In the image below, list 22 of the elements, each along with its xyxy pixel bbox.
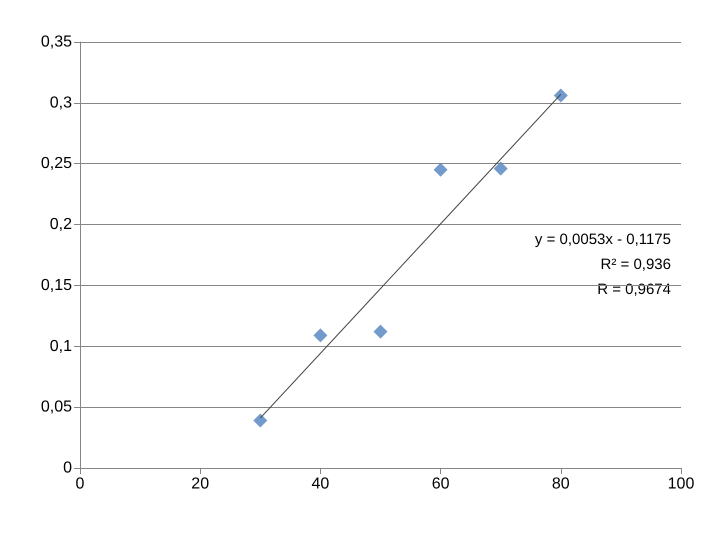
y-tick-label: 0,2: [50, 216, 72, 234]
y-tick-label: 0,25: [40, 155, 72, 172]
annotation: y = 0,0053x - 0,1175: [534, 231, 671, 248]
point: [494, 162, 508, 176]
point: [313, 328, 328, 342]
x-tick-label: 60: [432, 476, 450, 492]
x-tick-label: 40: [312, 476, 330, 492]
y-tick-label: 0: [63, 460, 72, 476]
y-tick-label: 0,05: [40, 398, 72, 416]
x-tick-label: 100: [668, 476, 694, 492]
x-tick-label: 80: [552, 476, 570, 492]
x-tick-label: 20: [191, 476, 210, 492]
point: [554, 88, 568, 103]
x-tick-label: 0: [76, 476, 85, 492]
y-tick-label: 0,3: [50, 94, 72, 112]
y-tick-label: 0,35: [40, 34, 72, 50]
point: [253, 414, 268, 428]
point: [434, 162, 448, 177]
point: [374, 324, 388, 339]
y-tick-label: 0,1: [50, 338, 72, 355]
y-tick-label: 0,15: [40, 276, 72, 294]
annotation: R² = 0,936: [600, 256, 671, 273]
